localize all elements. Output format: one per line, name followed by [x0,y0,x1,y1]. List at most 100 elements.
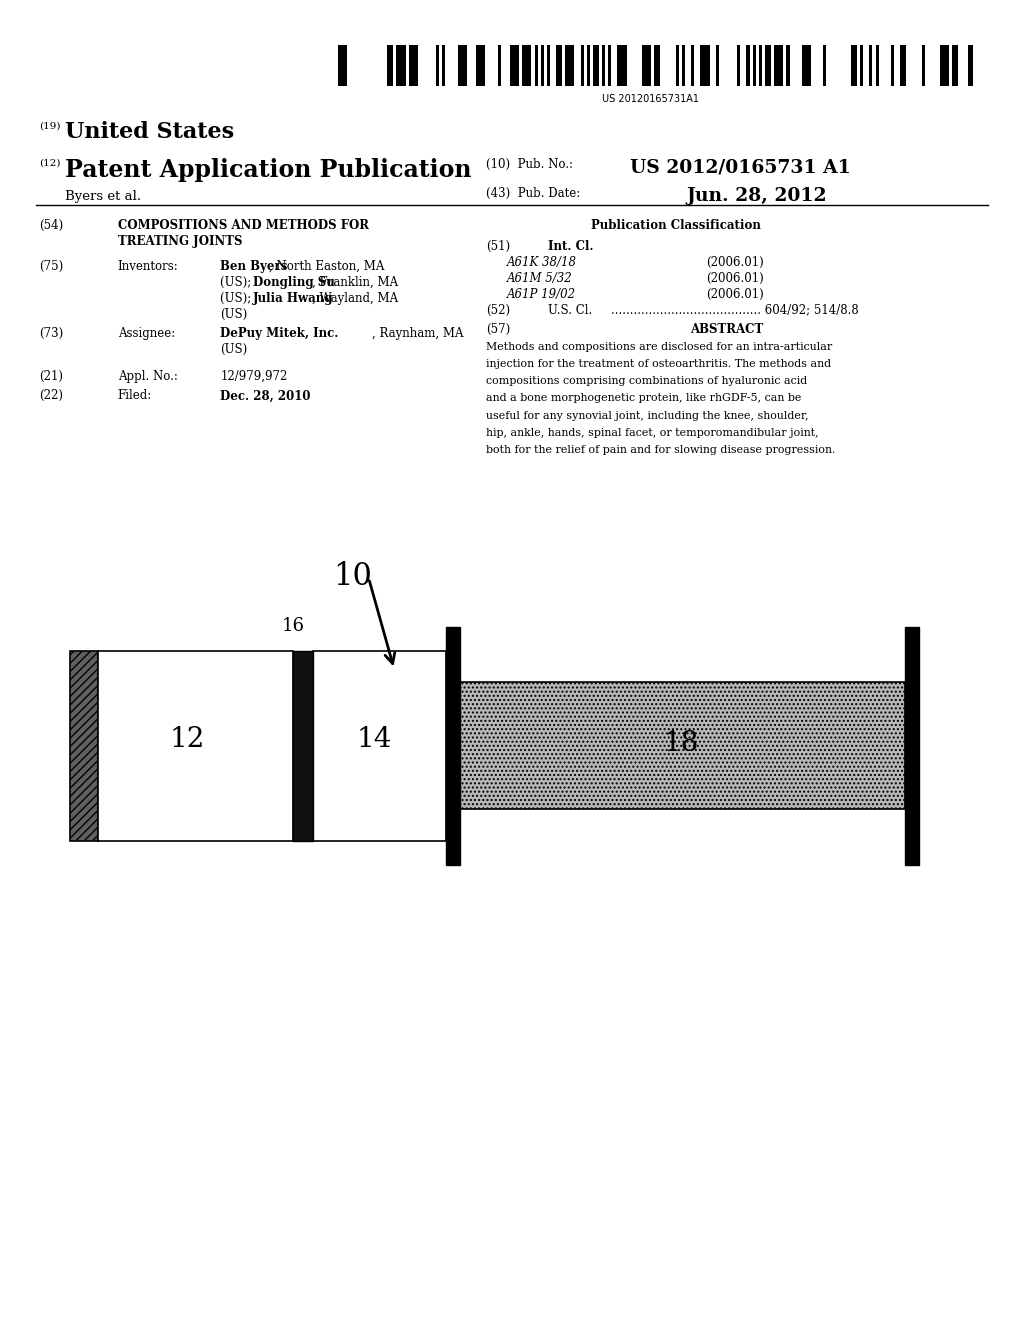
Text: (2006.01): (2006.01) [707,256,764,269]
Text: Assignee:: Assignee: [118,327,175,341]
Bar [869,45,872,86]
Bar [510,45,519,86]
Bar [442,45,445,86]
Bar [313,651,446,841]
Bar [654,45,660,86]
Text: US 2012/0165731 A1: US 2012/0165731 A1 [630,158,851,177]
Text: , Raynham, MA: , Raynham, MA [372,327,463,341]
Text: (52): (52) [486,304,511,317]
Bar [682,45,685,86]
Text: (22): (22) [39,389,62,403]
Text: (US): (US) [220,308,248,321]
Text: Filed:: Filed: [118,389,152,403]
Bar [905,627,919,865]
Bar [851,45,857,86]
Bar [968,45,973,86]
Text: ........................................ 604/92; 514/8.8: ........................................… [611,304,859,317]
Bar [823,45,826,86]
Bar [922,45,925,86]
Text: (75): (75) [39,260,63,273]
Bar [409,45,418,86]
Text: Julia Hwang: Julia Hwang [253,292,333,305]
Text: and a bone morphogenetic protein, like rhGDF-5, can be: and a bone morphogenetic protein, like r… [486,393,802,404]
Text: , Wayland, MA: , Wayland, MA [312,292,398,305]
Bar [765,45,771,86]
Bar [565,45,574,86]
Bar [617,45,627,86]
Bar [436,45,439,86]
Bar [759,45,762,86]
Text: U.S. Cl.: U.S. Cl. [548,304,592,317]
Bar [458,45,467,86]
Bar [70,651,98,841]
Bar [940,45,949,86]
Bar [293,651,313,841]
Bar [642,45,651,86]
Text: compositions comprising combinations of hyaluronic acid: compositions comprising combinations of … [486,376,808,387]
Text: hip, ankle, hands, spinal facet, or temporomandibular joint,: hip, ankle, hands, spinal facet, or temp… [486,428,819,438]
Text: United States: United States [65,121,233,144]
Text: Patent Application Publication: Patent Application Publication [65,158,471,182]
Bar [716,45,719,86]
Bar [541,45,544,86]
Bar [587,45,590,86]
Bar [802,45,811,86]
Bar [476,45,485,86]
Text: Ben Byers: Ben Byers [220,260,288,273]
Text: (2006.01): (2006.01) [707,272,764,285]
Bar [338,45,347,86]
Bar [460,682,905,809]
Text: 14: 14 [356,726,391,752]
Bar [556,45,562,86]
Text: (54): (54) [39,219,63,232]
Bar [860,45,863,86]
Bar [786,45,790,86]
Text: (57): (57) [486,323,511,337]
Text: 10: 10 [333,561,372,591]
Text: Int. Cl.: Int. Cl. [548,240,593,253]
Text: (10)  Pub. No.:: (10) Pub. No.: [486,158,573,172]
Text: injection for the treatment of osteoarthritis. The methods and: injection for the treatment of osteoarth… [486,359,831,370]
Text: Inventors:: Inventors: [118,260,178,273]
Text: Methods and compositions are disclosed for an intra-articular: Methods and compositions are disclosed f… [486,342,833,352]
Text: Dec. 28, 2010: Dec. 28, 2010 [220,389,310,403]
Bar [737,45,740,86]
Bar [593,45,599,86]
Text: both for the relief of pain and for slowing disease progression.: both for the relief of pain and for slow… [486,445,836,455]
Bar [676,45,679,86]
Text: (12): (12) [39,158,60,168]
Text: (21): (21) [39,370,62,383]
Text: A61M 5/32: A61M 5/32 [507,272,572,285]
Bar [522,45,531,86]
Bar [98,651,293,841]
Bar [952,45,958,86]
Bar [547,45,550,86]
Text: (43)  Pub. Date:: (43) Pub. Date: [486,187,581,201]
Text: (19): (19) [39,121,60,131]
Text: , Franklin, MA: , Franklin, MA [312,276,398,289]
Bar [387,45,393,86]
Bar [691,45,694,86]
Bar [900,45,906,86]
Text: Jun. 28, 2012: Jun. 28, 2012 [686,187,826,206]
Bar [446,627,460,865]
Text: (51): (51) [486,240,511,253]
Bar [753,45,756,86]
Text: Appl. No.:: Appl. No.: [118,370,177,383]
Bar [774,45,783,86]
Bar [746,45,750,86]
Bar [396,45,406,86]
Text: 12/979,972: 12/979,972 [220,370,288,383]
Bar [876,45,879,86]
Text: 18: 18 [664,730,698,756]
Text: ABSTRACT: ABSTRACT [690,323,764,337]
Bar [498,45,501,86]
Text: A61K 38/18: A61K 38/18 [507,256,577,269]
Bar [700,45,710,86]
Text: US 20120165731A1: US 20120165731A1 [602,94,698,104]
Text: A61P 19/02: A61P 19/02 [507,288,577,301]
Text: (73): (73) [39,327,63,341]
Text: (US): (US) [220,343,248,356]
Text: Byers et al.: Byers et al. [65,190,140,203]
Text: DePuy Mitek, Inc.: DePuy Mitek, Inc. [220,327,339,341]
